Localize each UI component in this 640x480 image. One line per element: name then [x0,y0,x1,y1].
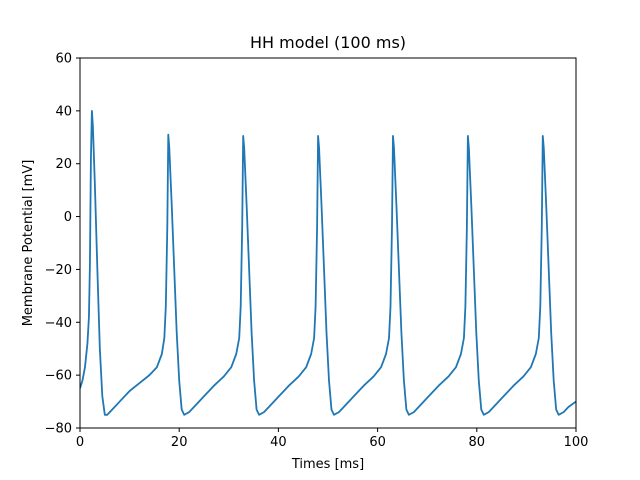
y-tick-label: 20 [55,157,72,172]
y-axis: −80 −60 −40 −20 0 20 40 60 [45,52,80,437]
x-tick-label: 20 [171,435,188,450]
plot-frame [79,57,577,429]
y-axis-label: Membrane Potential [mV] [21,160,36,327]
y-tick-label: −60 [45,369,72,384]
x-tick-label: 100 [564,435,589,450]
y-tick-label: 0 [64,210,72,225]
y-tick-label: −40 [45,316,72,331]
chart-title: HH model (100 ms) [250,33,406,52]
y-tick-label: −20 [45,263,72,278]
x-axis: 0 20 40 60 80 100 [76,428,589,450]
x-tick-label: 80 [469,435,486,450]
x-tick-label: 60 [369,435,386,450]
x-tick-label: 0 [76,435,84,450]
y-tick-label: 60 [55,52,72,67]
x-tick-label: 40 [270,435,287,450]
y-tick-label: −80 [45,422,72,437]
series-line [80,109,576,416]
x-axis-label: Times [ms] [291,457,364,472]
y-tick-label: 40 [55,104,72,119]
